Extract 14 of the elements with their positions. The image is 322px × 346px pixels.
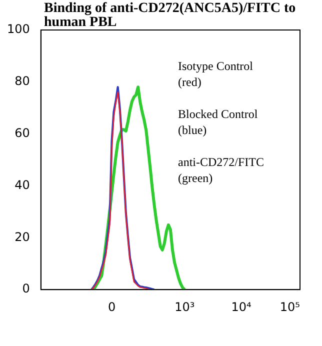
annotation: Blocked Control (blue) [178,106,259,138]
y-tick-label: 60 [14,126,30,140]
y-tick-label: 100 [7,22,30,36]
chart-title: Binding of anti-CD272(ANC5A5)/FITC to human PBL [44,1,297,30]
x-tick-label: 10³ [174,300,195,314]
y-tick-label: 0 [22,282,30,296]
annotation: anti-CD272/FITC (green) [178,154,264,186]
annotation: Isotype Control (red) [178,58,254,90]
x-tick-label: 0 [108,300,116,314]
y-tick-label: 80 [14,74,30,88]
y-tick-label: 40 [14,178,30,192]
x-tick-label: 10⁴ [231,300,252,314]
x-tick-label: 10⁵ [280,300,300,314]
y-tick-label: 20 [14,230,30,244]
